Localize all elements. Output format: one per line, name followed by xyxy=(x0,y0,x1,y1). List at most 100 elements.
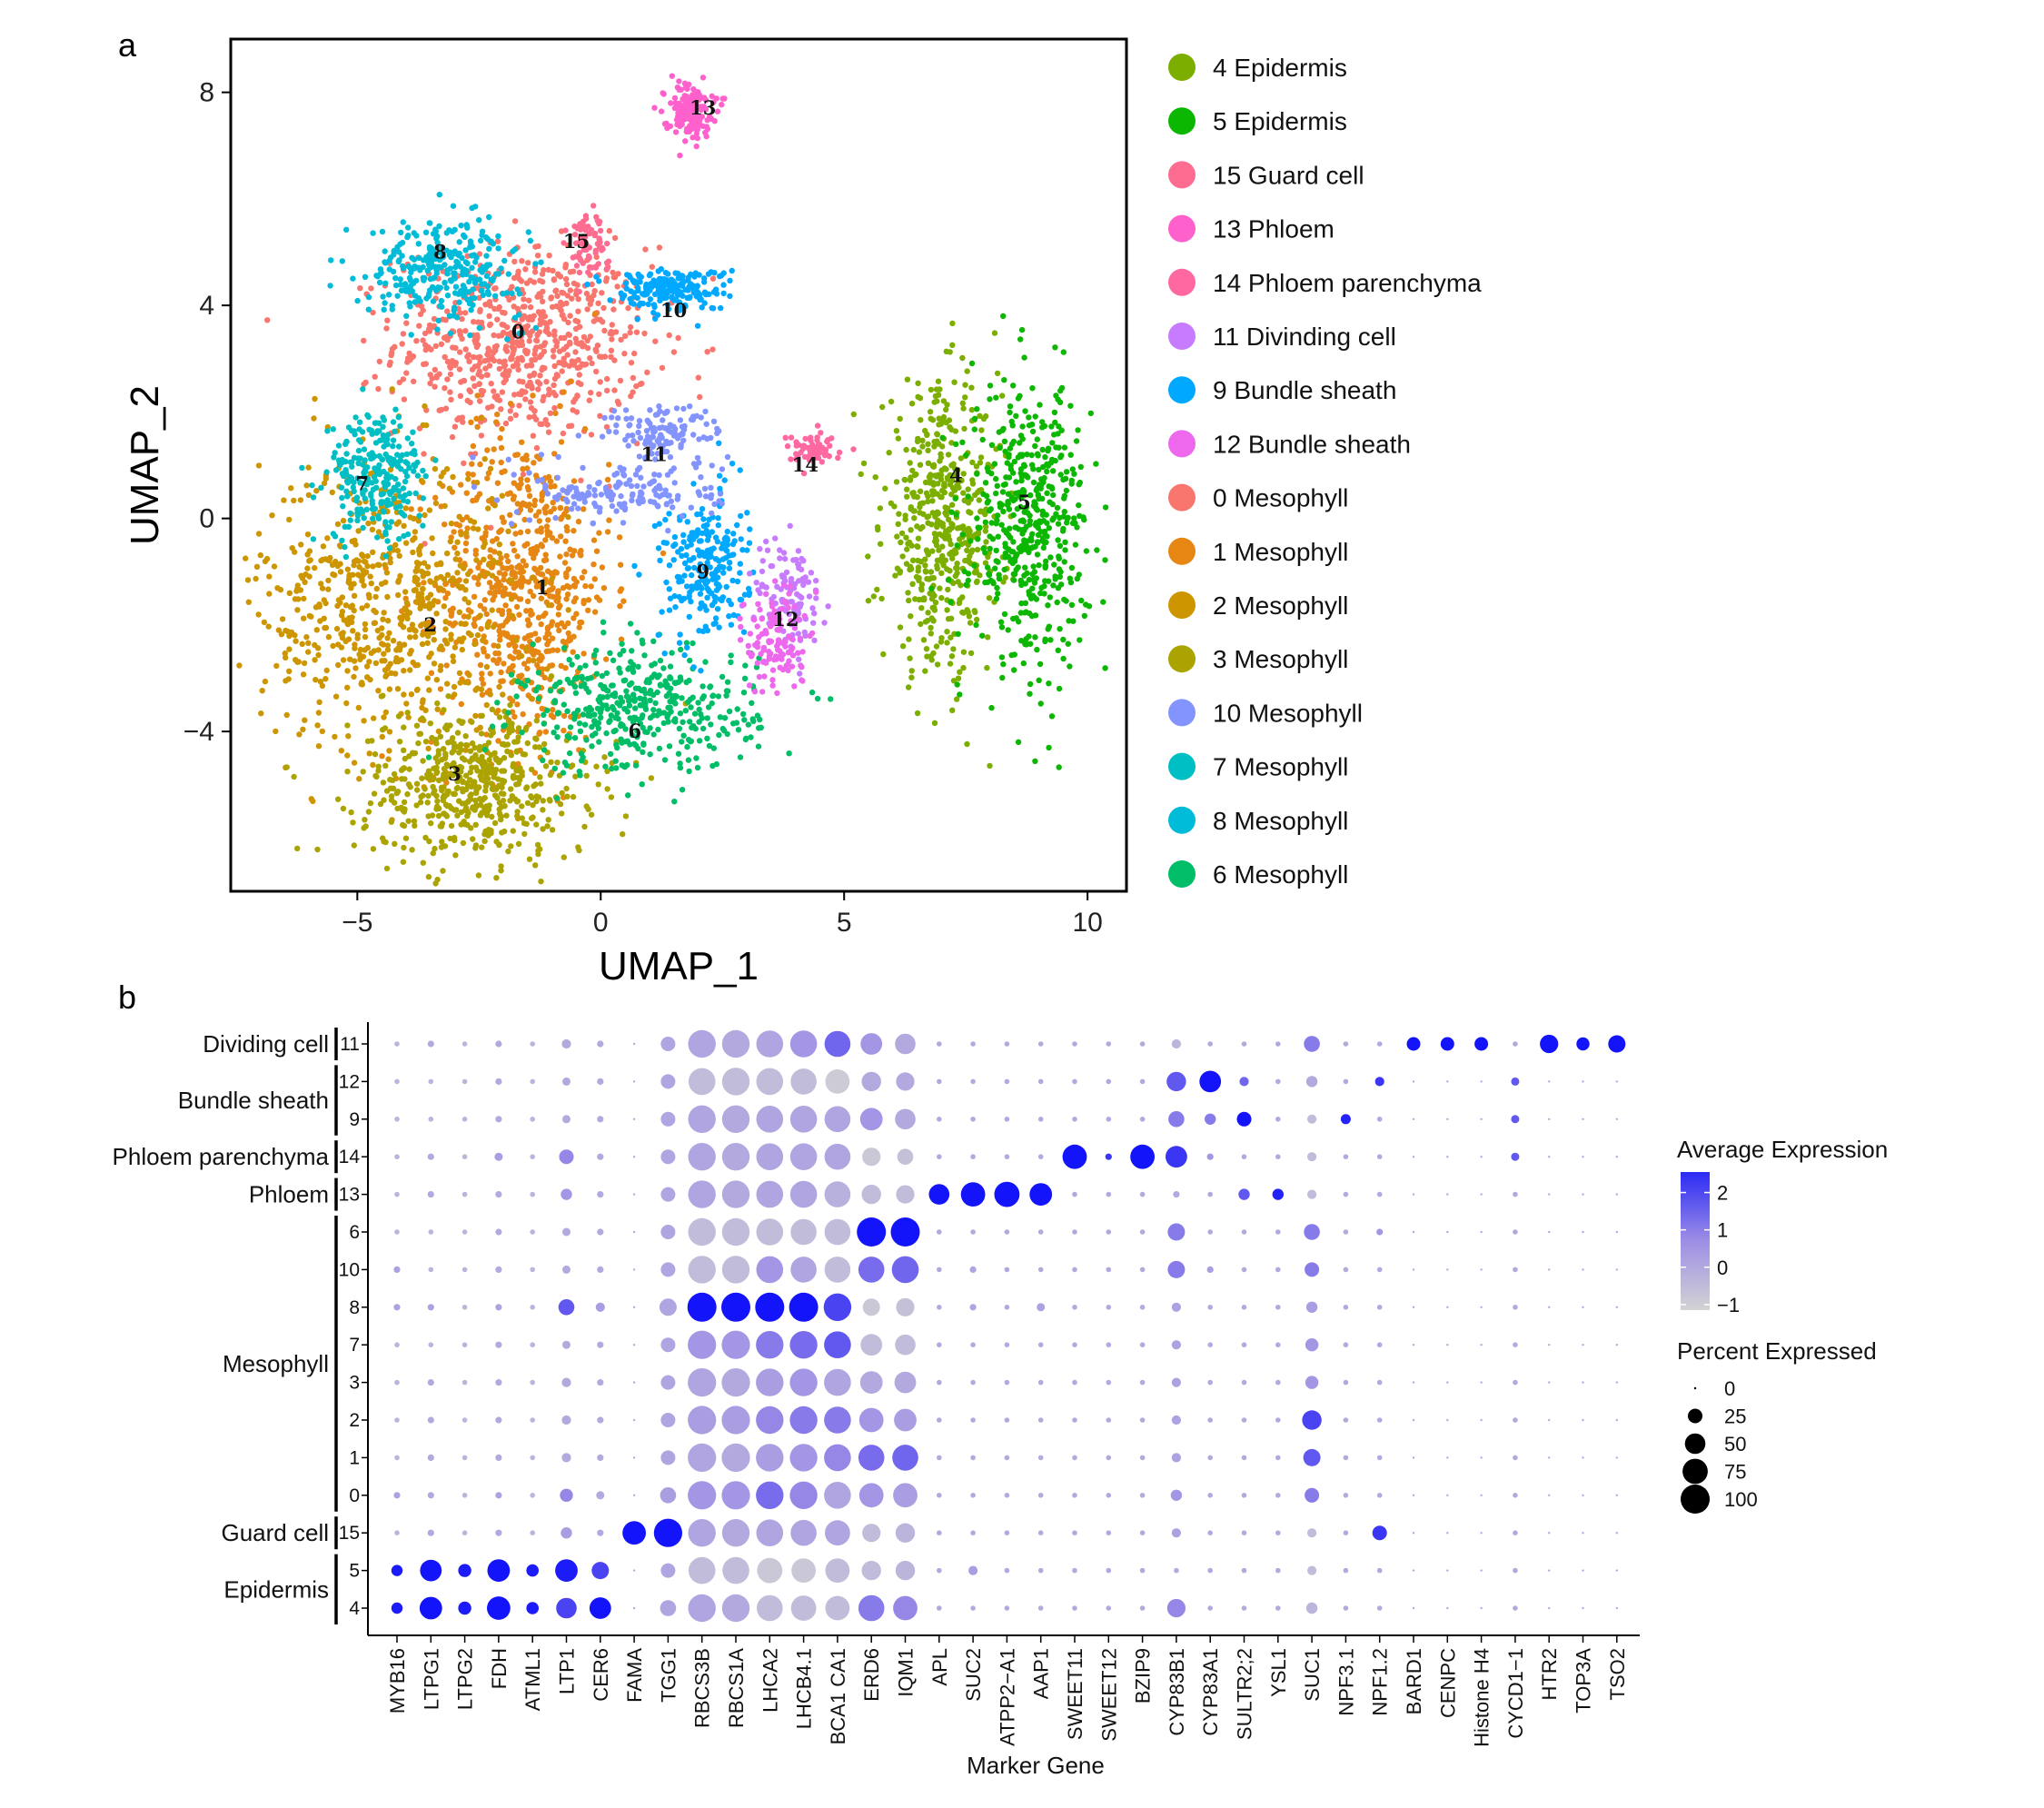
umap-point xyxy=(901,476,908,483)
umap-point xyxy=(547,593,553,600)
umap-point xyxy=(477,461,483,468)
umap-point xyxy=(551,765,558,772)
umap-point xyxy=(431,315,438,323)
umap-point xyxy=(426,654,432,661)
umap-point xyxy=(542,551,549,558)
umap-point xyxy=(616,534,623,541)
umap-point xyxy=(1102,504,1109,511)
umap-point xyxy=(451,747,457,754)
umap-point xyxy=(797,671,803,677)
umap-point xyxy=(332,558,339,565)
umap-point xyxy=(918,621,924,628)
umap-point xyxy=(501,803,508,810)
umap-point xyxy=(369,526,376,533)
umap-point xyxy=(559,312,565,319)
umap-point xyxy=(377,266,384,273)
umap-point xyxy=(601,754,608,760)
umap-point xyxy=(477,661,484,669)
umap-point xyxy=(588,432,595,438)
umap-point xyxy=(639,380,645,387)
umap-point xyxy=(410,549,416,556)
umap-point xyxy=(401,724,407,730)
umap-point xyxy=(608,712,614,719)
umap-point xyxy=(339,494,345,502)
umap-point xyxy=(520,456,527,462)
umap-point xyxy=(1010,577,1017,583)
umap-point xyxy=(622,813,630,820)
umap-point xyxy=(413,780,421,787)
umap-point xyxy=(653,492,660,498)
umap-point xyxy=(982,511,988,518)
umap-point xyxy=(553,303,560,310)
umap-point xyxy=(591,609,599,615)
umap-point xyxy=(524,665,531,672)
umap-point xyxy=(1047,594,1054,601)
umap-point xyxy=(542,482,549,489)
umap-point xyxy=(965,527,971,533)
umap-point xyxy=(656,472,662,479)
umap-point xyxy=(474,651,481,658)
umap-point xyxy=(457,392,464,399)
umap-point xyxy=(471,280,479,286)
umap-point xyxy=(390,442,396,450)
umap-point xyxy=(422,330,429,337)
umap-point xyxy=(372,750,379,758)
umap-point xyxy=(382,248,388,254)
umap-point xyxy=(412,529,419,535)
umap-point xyxy=(376,279,383,286)
umap-point xyxy=(376,358,382,365)
umap-point xyxy=(715,693,722,700)
umap-point xyxy=(537,277,543,283)
umap-point xyxy=(955,480,962,486)
umap-point xyxy=(641,330,648,337)
umap-point xyxy=(521,682,529,690)
umap-point xyxy=(702,551,709,557)
umap-point xyxy=(278,631,285,638)
umap-point xyxy=(352,645,358,651)
umap-point xyxy=(652,700,659,707)
umap-point xyxy=(433,287,440,293)
umap-point xyxy=(558,334,564,342)
umap-point xyxy=(371,511,377,517)
umap-point xyxy=(390,638,397,644)
umap-point xyxy=(591,720,599,727)
umap-point xyxy=(344,621,352,628)
umap-point xyxy=(777,547,783,553)
umap-point xyxy=(533,821,540,828)
umap-point xyxy=(338,484,345,491)
umap-point xyxy=(994,370,1001,377)
umap-point xyxy=(560,638,567,645)
umap-point xyxy=(339,258,345,264)
umap-point xyxy=(704,594,710,601)
umap-point xyxy=(468,825,474,831)
umap-point xyxy=(960,664,967,671)
umap-point xyxy=(286,668,293,674)
umap-point xyxy=(551,505,558,512)
umap-point xyxy=(644,729,650,735)
umap-point xyxy=(484,475,491,482)
umap-point xyxy=(744,510,750,516)
umap-point xyxy=(375,768,382,774)
umap-point xyxy=(485,470,492,476)
umap-point xyxy=(391,484,397,491)
umap-point xyxy=(442,750,449,757)
umap-point xyxy=(1062,539,1068,545)
umap-point xyxy=(619,641,625,647)
umap-point xyxy=(253,563,261,570)
umap-point xyxy=(533,718,540,724)
umap-point xyxy=(563,785,570,792)
umap-point xyxy=(601,353,609,360)
umap-point xyxy=(642,700,649,707)
umap-point xyxy=(806,593,813,600)
umap-point xyxy=(1042,453,1048,461)
umap-point xyxy=(521,324,528,331)
umap-point xyxy=(621,501,628,507)
umap-point xyxy=(977,412,983,419)
umap-point xyxy=(390,268,397,275)
umap-point xyxy=(438,662,444,670)
umap-point xyxy=(704,522,710,528)
umap-point xyxy=(565,620,571,627)
umap-point xyxy=(389,386,395,392)
umap-point xyxy=(564,708,571,714)
umap-point xyxy=(493,575,500,582)
